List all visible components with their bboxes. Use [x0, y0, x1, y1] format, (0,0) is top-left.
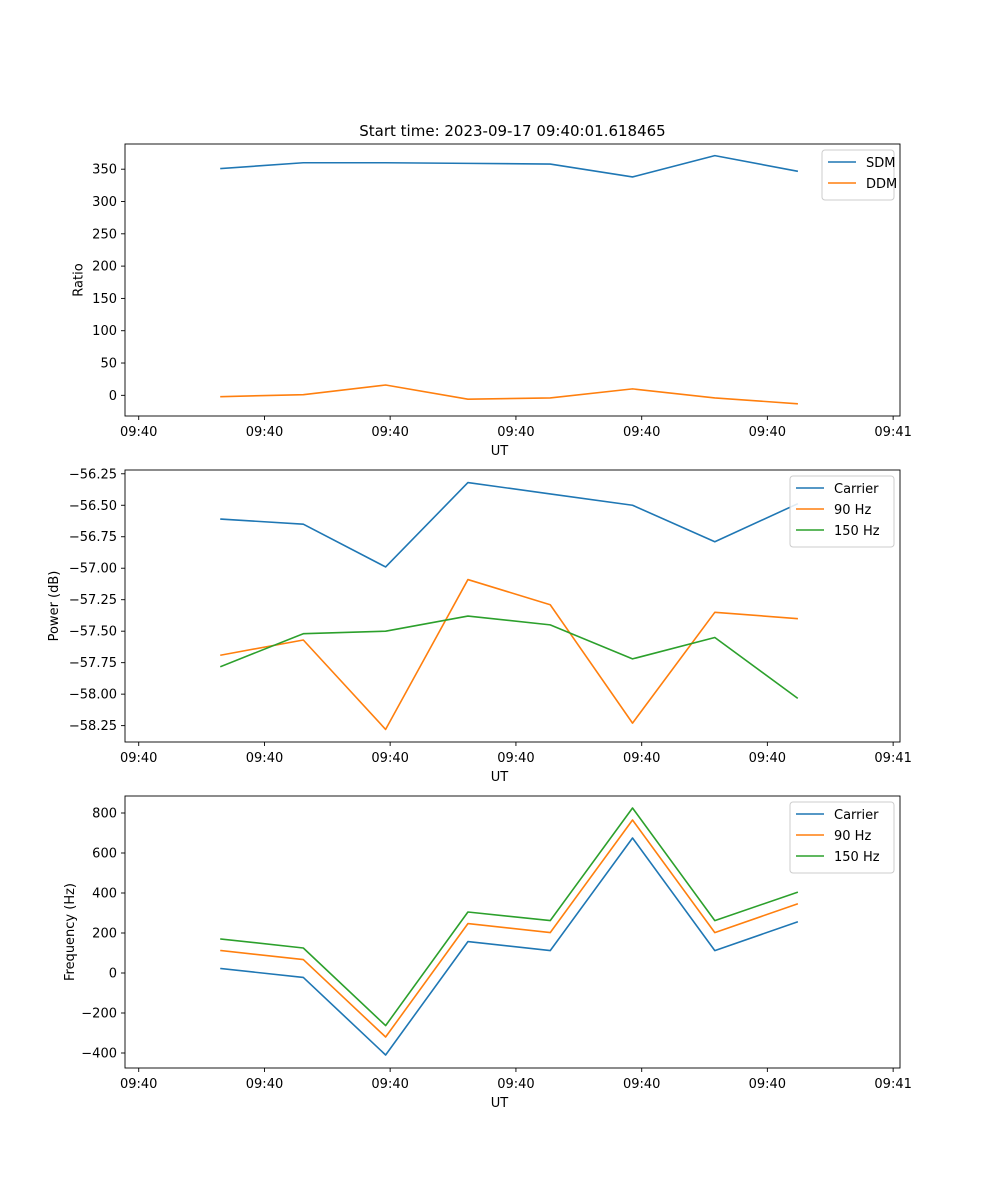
y-axis-label: Ratio: [71, 263, 86, 296]
chart-panel-1: Start time: 2023-09-17 09:40:01.618465 09…: [71, 122, 911, 459]
y-tick-label: 400: [92, 887, 117, 902]
x-axis-label: UT: [491, 770, 509, 785]
y-tick-label: 300: [92, 195, 117, 210]
x-tick-label: 09:41: [874, 425, 911, 440]
y-axis-label: Power (dB): [47, 571, 62, 642]
x-tick-label: 09:40: [497, 1077, 534, 1092]
y-tick-label: 100: [92, 324, 117, 339]
legend-label: Carrier: [834, 482, 879, 497]
series-line-150-hz: [220, 807, 799, 1027]
chart-panel-2: 09:40 09:40 09:40 09:40 09:40 09:40 09:41 −58.2…: [47, 467, 912, 785]
x-tick-label: 09:40: [623, 425, 660, 440]
x-tick-label: 09:40: [497, 425, 534, 440]
x-tick-label: 09:40: [371, 751, 408, 766]
series-line-90-hz: [220, 819, 799, 1038]
axes-frame: [124, 795, 901, 1069]
y-axis-label: Frequency (Hz): [63, 883, 78, 981]
series-line-90-hz: [220, 578, 798, 731]
y-tick-label: −400: [81, 1047, 117, 1062]
y-tick-label: 50: [100, 357, 117, 372]
series-line-carrier: [220, 837, 799, 1056]
series-line-sdm: [220, 154, 799, 178]
legend-label: Carrier: [834, 808, 879, 823]
legend: Carrier 90 Hz 150 Hz: [789, 475, 895, 548]
series-line-ddm: [220, 384, 798, 405]
series-line-150-hz: [219, 615, 799, 700]
y-tick-label: −58.25: [69, 719, 117, 734]
y-tick-label: 600: [92, 847, 117, 862]
legend: Carrier 90 Hz 150 Hz: [789, 801, 895, 874]
x-tick-label: 09:40: [623, 1077, 660, 1092]
x-tick-label: 09:40: [246, 425, 283, 440]
x-tick-label: 09:40: [246, 1077, 283, 1092]
y-tick-label: −57.75: [69, 656, 117, 671]
x-tick-label: 09:40: [749, 751, 786, 766]
legend-label: 90 Hz: [834, 503, 871, 518]
legend-label: SDM: [866, 156, 895, 171]
x-tick-label: 09:40: [497, 751, 534, 766]
y-tick-label: 250: [92, 227, 117, 242]
x-tick-label: 09:40: [246, 751, 283, 766]
x-tick-label: 09:40: [371, 1077, 408, 1092]
chart-panel-3: 09:40 09:40 09:40 09:40 09:40 09:40 09:41 −400 −…: [63, 795, 912, 1111]
x-tick-label: 09:41: [874, 751, 911, 766]
legend-label: DDM: [866, 177, 897, 192]
x-axis-label: UT: [491, 1096, 509, 1111]
y-tick-label: 200: [92, 260, 117, 275]
y-tick-label: −57.50: [69, 625, 117, 640]
y-tick-label: −56.75: [69, 530, 117, 545]
x-tick-label: 09:41: [874, 1077, 911, 1092]
y-tick-label: −56.25: [69, 467, 117, 482]
y-tick-label: 800: [92, 807, 117, 822]
x-tick-label: 09:40: [749, 1077, 786, 1092]
x-tick-label: 09:40: [120, 1077, 157, 1092]
x-tick-label: 09:40: [749, 425, 786, 440]
y-tick-label: −57.25: [69, 593, 117, 608]
y-tick-label: 200: [92, 927, 117, 942]
y-tick-label: −200: [81, 1007, 117, 1022]
x-tick-label: 09:40: [120, 425, 157, 440]
x-tick-label: 09:40: [623, 751, 660, 766]
legend: SDM DDM: [821, 149, 897, 201]
y-tick-label: 0: [109, 389, 117, 404]
y-tick-label: −58.00: [69, 688, 117, 703]
y-tick-label: −57.00: [69, 562, 117, 577]
x-tick-label: 09:40: [371, 425, 408, 440]
axes-frame: [124, 469, 901, 743]
y-tick-label: 350: [92, 163, 117, 178]
x-tick-label: 09:40: [120, 751, 157, 766]
y-tick-label: −56.50: [69, 499, 117, 514]
chart-title: Start time: 2023-09-17 09:40:01.618465: [359, 122, 665, 140]
y-tick-label: 150: [92, 292, 117, 307]
series-line-carrier: [220, 481, 799, 568]
y-tick-label: 0: [109, 967, 117, 982]
axes-frame: [124, 143, 901, 417]
legend-label: 150 Hz: [834, 850, 880, 865]
legend-label: 150 Hz: [834, 524, 880, 539]
legend-label: 90 Hz: [834, 829, 871, 844]
x-axis-label: UT: [491, 444, 509, 459]
